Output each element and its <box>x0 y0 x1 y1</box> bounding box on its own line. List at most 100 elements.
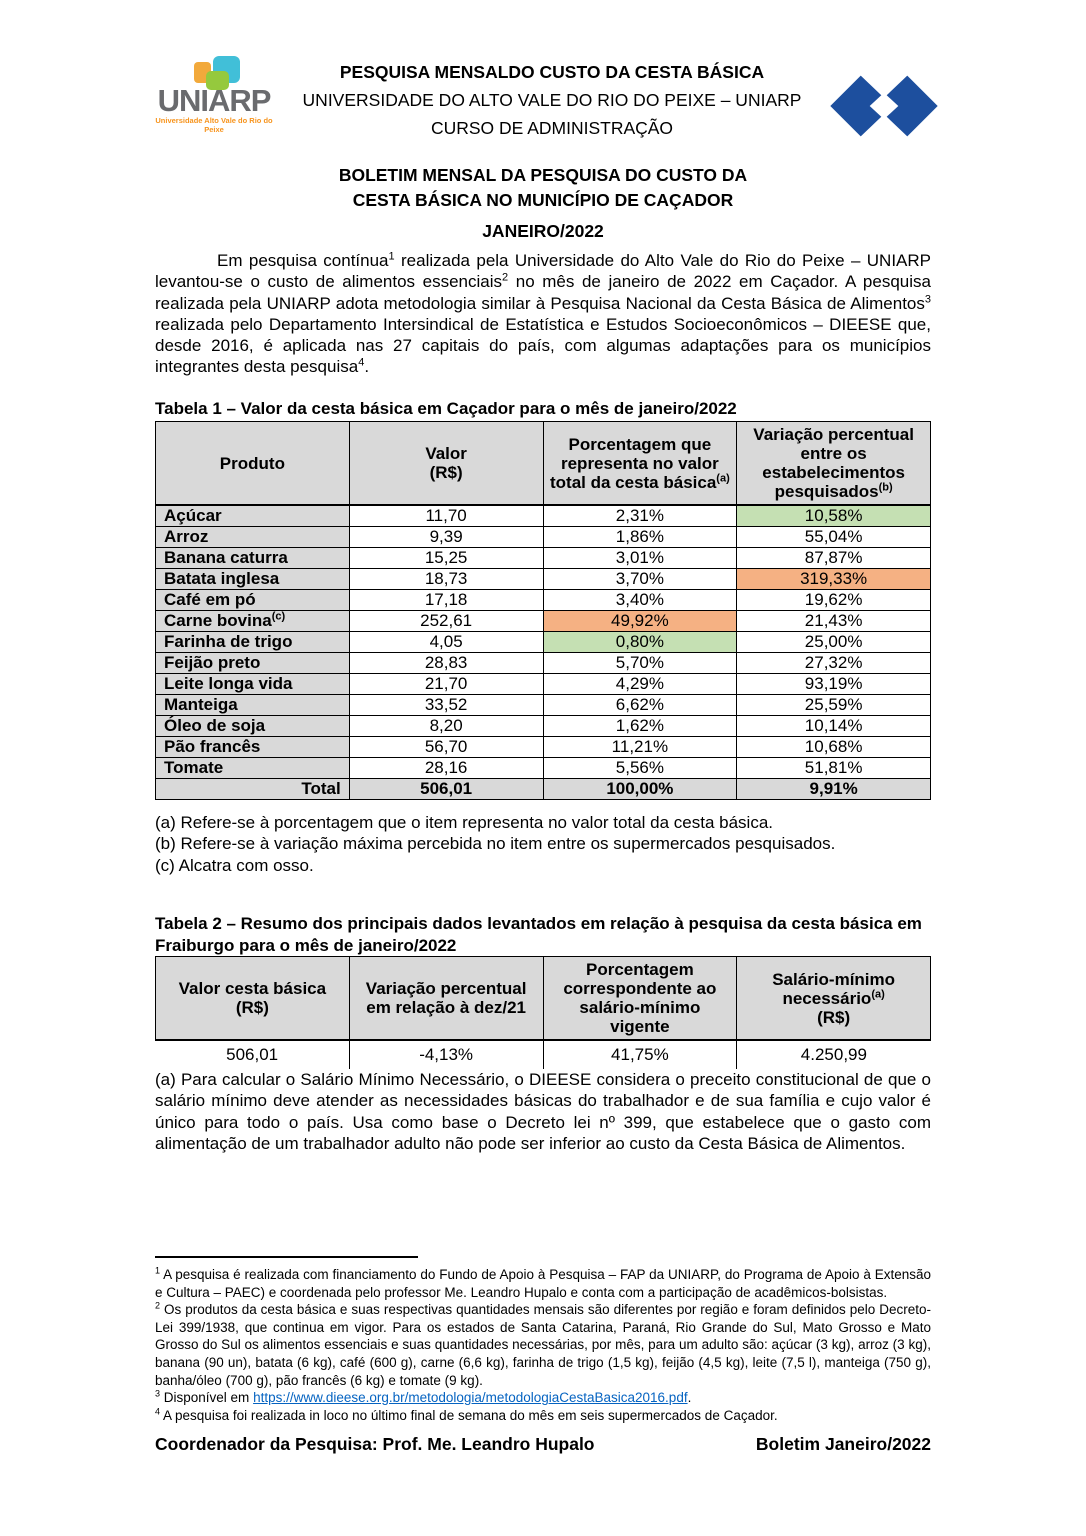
footnote-ref-4: 4 <box>358 356 365 369</box>
table2-resumo: Valor cesta básica (R$) Variação percent… <box>155 956 931 1069</box>
pct-cell: 2,31% <box>542 504 738 527</box>
course-name: CURSO DE ADMINISTRAÇÃO <box>430 118 674 138</box>
bulletin-title: BOLETIM MENSAL DA PESQUISA DO CUSTO DA C… <box>155 163 931 213</box>
valor-cell: 4,05 <box>348 631 544 653</box>
table2-header-row: Valor cesta básica (R$) Variação percent… <box>155 956 931 1041</box>
table-row: Pão francês 56,70 11,21% 10,68% <box>155 736 931 758</box>
footnote-separator <box>155 1256 418 1258</box>
var-cell: 25,59% <box>736 694 931 716</box>
product-cell: Batata inglesa <box>155 568 350 590</box>
product-cell: Óleo de soja <box>155 715 350 737</box>
total-valor-cell: 506,01 <box>348 778 544 800</box>
footnote-4: 4 A pesquisa foi realizada in loco no úl… <box>155 1406 778 1423</box>
table-row: Óleo de soja 8,20 1,62% 10,14% <box>155 715 931 737</box>
note-ref-b: (b) <box>878 481 893 494</box>
table-row: Tomate 28,16 5,56% 51,81% <box>155 757 931 779</box>
table2-data-row: 506,01 -4,13% 41,75% 4.250,99 <box>156 1040 931 1069</box>
table1-header-valor: Valor (R$) <box>348 421 544 506</box>
footnote-1: 1 A pesquisa é realizada com financiamen… <box>155 1265 931 1300</box>
table2-header-variacao: Variação percentual em relação à dez/21 <box>348 956 544 1041</box>
note-b: (b) Refere-se à variação máxima percebid… <box>155 834 836 854</box>
product-cell: Farinha de trigo <box>155 631 350 653</box>
table-row: Feijão preto 28,83 5,70% 27,32% <box>155 652 931 674</box>
footnote-ref-3: 3 <box>924 292 931 305</box>
valor-cesta-cell: 506,01 <box>226 1045 279 1064</box>
note-a: (a) Refere-se à porcentagem que o item r… <box>155 813 774 832</box>
table-row: Arroz 9,39 1,86% 55,04% <box>155 526 931 548</box>
valor-cell: 8,20 <box>348 715 544 737</box>
table1-cesta-basica: Produto Valor (R$) Porcentagem que repre… <box>155 421 931 800</box>
product-cell: Tomate <box>155 757 350 779</box>
bulletin-date: JANEIRO/2022 <box>482 221 604 241</box>
university-name: UNIVERSIDADE DO ALTO VALE DO RIO DO PEIX… <box>302 90 802 110</box>
product-cell: Arroz <box>155 526 350 548</box>
valor-cell: 56,70 <box>348 736 544 758</box>
valor-cell: 28,83 <box>348 652 544 674</box>
blue-diamond-logo-icon <box>824 54 944 140</box>
var-cell: 93,19% <box>736 673 931 695</box>
valor-cell: 15,25 <box>348 547 544 569</box>
table-row: Carne bovina(c) 252,61 49,92% 21,43% <box>155 610 931 632</box>
valor-cell: 21,70 <box>348 673 544 695</box>
pct-cell: 5,70% <box>542 652 738 674</box>
product-cell: Carne bovina(c) <box>155 610 350 632</box>
note-ref-a: (a) <box>871 987 885 1000</box>
table1-notes: (a) Refere-se à porcentagem que o item r… <box>155 812 931 876</box>
pct-cell: 3,70% <box>542 568 738 590</box>
var-cell: 10,68% <box>736 736 931 758</box>
product-cell: Leite longa vida <box>155 673 350 695</box>
report-title: PESQUISA MENSALDO CUSTO DA CESTA BÁSICA <box>339 62 765 82</box>
var-cell: 51,81% <box>736 757 931 779</box>
dieese-methodology-link[interactable]: https://www.dieese.org.br/metodologia/me… <box>253 1390 688 1406</box>
product-cell: Café em pó <box>155 589 350 611</box>
product-cell: Banana caturra <box>155 547 350 569</box>
var-cell: 55,04% <box>736 526 931 548</box>
var-cell-highlight-green: 10,58% <box>736 504 931 527</box>
product-cell: Feijão preto <box>155 652 350 674</box>
pct-cell: 4,29% <box>542 673 738 695</box>
footer-coordinator: Coordenador da Pesquisa: Prof. Me. Leand… <box>155 1434 595 1454</box>
product-cell: Pão francês <box>155 736 350 758</box>
table-row: Farinha de trigo 4,05 0,80% 25,00% <box>155 631 931 653</box>
intro-text: realizada pela Universidade do Alto Vale… <box>155 251 931 292</box>
table-row: Banana caturra 15,25 3,01% 87,87% <box>155 547 931 569</box>
total-label-cell: Total <box>155 778 350 800</box>
pct-cell: 3,01% <box>542 547 738 569</box>
footnote-3: 3 Disponível em https://www.dieese.org.b… <box>155 1388 692 1406</box>
var-cell: 10,14% <box>736 715 931 737</box>
footer-bulletin: Boletim Janeiro/2022 <box>755 1434 931 1454</box>
uniarp-logo-wordmark: UNIARP <box>157 83 272 118</box>
product-cell: Manteiga <box>155 694 350 716</box>
uniarp-logo: UNIARP Universidade Alto Vale do Rio do … <box>148 54 280 134</box>
intro-paragraph: Em pesquisa contínua1 realizada pela Uni… <box>155 250 931 378</box>
table-row: Café em pó 17,18 3,40% 19,62% <box>155 589 931 611</box>
footnotes-section: 1 A pesquisa é realizada com financiamen… <box>155 1266 931 1424</box>
var-cell: 19,62% <box>736 589 931 611</box>
var-cell-highlight-orange: 319,33% <box>736 568 931 590</box>
pct-cell: 11,21% <box>542 736 738 758</box>
total-var-cell: 9,91% <box>736 778 931 800</box>
intro-text: Em pesquisa contínua <box>217 251 389 270</box>
var-cell: 25,00% <box>736 631 931 653</box>
pct-cell: 3,40% <box>542 589 738 611</box>
uniarp-logo-blobs-icon <box>194 56 240 90</box>
product-cell: Açúcar <box>155 504 350 527</box>
intro-text: . <box>364 357 370 377</box>
table1-header-variacao: Variação percentual entre os estabelecim… <box>736 421 931 506</box>
table1-header-produto: Produto <box>155 421 350 506</box>
total-pct-cell: 100,00% <box>542 778 738 800</box>
salario-necessario-cell: 4.250,99 <box>736 1040 931 1069</box>
valor-cell: 28,16 <box>348 757 544 779</box>
footnote-ref-2: 2 <box>502 271 509 284</box>
table1-header-row: Produto Valor (R$) Porcentagem que repre… <box>155 421 931 506</box>
footnote-ref-1: 1 <box>388 250 395 263</box>
bulletin-title-line1: BOLETIM MENSAL DA PESQUISA DO CUSTO DA <box>338 165 748 185</box>
var-cell: 27,32% <box>736 652 931 674</box>
uniarp-logo-tagline: Universidade Alto Vale do Rio do Peixe <box>155 116 273 134</box>
table2-note: (a) Para calcular o Salário Mínimo Neces… <box>155 1070 931 1153</box>
pct-cell: 1,86% <box>542 526 738 548</box>
table-row: Leite longa vida 21,70 4,29% 93,19% <box>155 673 931 695</box>
table2-header-valor: Valor cesta básica (R$) <box>155 956 350 1041</box>
note-c: (c) Alcatra com osso. <box>155 855 314 875</box>
